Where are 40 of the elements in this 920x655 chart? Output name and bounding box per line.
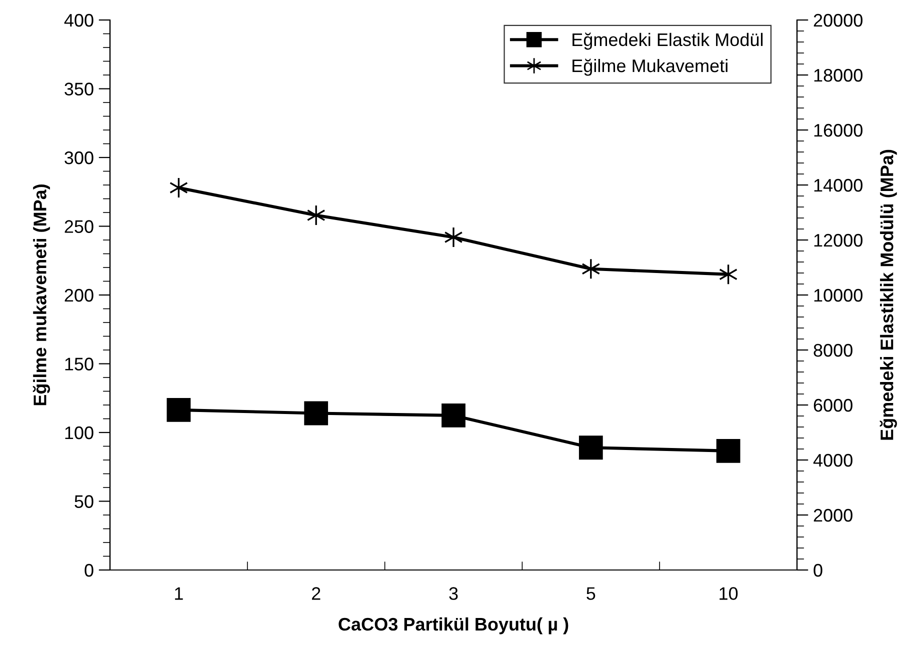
point bbox=[169, 177, 188, 198]
y-tick-label: 0 bbox=[84, 564, 94, 577]
y-tick-label: 350 bbox=[64, 82, 94, 96]
point bbox=[304, 401, 328, 426]
x-tick-label: 2 bbox=[312, 587, 320, 600]
legend-label: Eğmedeki Elastik Modül bbox=[572, 32, 763, 50]
y-tick-label: 200 bbox=[64, 288, 94, 302]
y2-tick-label: 12000 bbox=[814, 234, 862, 247]
y-tick-label: 50 bbox=[74, 495, 94, 508]
y2-tick-label: 6000 bbox=[814, 398, 852, 412]
x-tick-label: 10 bbox=[720, 587, 738, 600]
point bbox=[716, 438, 740, 463]
legend-label: Eğilme Mukavemeti bbox=[572, 58, 728, 76]
x-tick-label: 1 bbox=[175, 587, 183, 600]
y2-tick-label: 14000 bbox=[814, 178, 862, 192]
y-tick-label: 100 bbox=[65, 426, 94, 440]
x-tick-label: 3 bbox=[449, 587, 458, 600]
y2-tick-label: 8000 bbox=[814, 344, 852, 357]
y-tick-label: 150 bbox=[65, 358, 94, 370]
x-tick-label: 5 bbox=[586, 587, 596, 600]
y2-axis-title: Eğmedeki Elastiklik Modülü (MPa) bbox=[880, 150, 897, 440]
y2-tick-label: 18000 bbox=[814, 68, 862, 82]
point bbox=[582, 258, 600, 280]
y2-tick-label: 0 bbox=[814, 564, 822, 577]
y-tick-label: 300 bbox=[64, 151, 94, 164]
y-tick-label: 400 bbox=[64, 14, 94, 27]
y2-tick-label: 2000 bbox=[814, 508, 852, 522]
point bbox=[306, 204, 326, 226]
y-tick-label: 250 bbox=[64, 220, 94, 233]
y-axis-title: Eğilme mukavemeti (MPa) bbox=[32, 184, 50, 406]
point bbox=[166, 398, 191, 422]
y2-tick-label: 16000 bbox=[814, 124, 862, 137]
y2-tick-label: 4000 bbox=[813, 454, 852, 467]
point bbox=[444, 226, 463, 248]
point bbox=[578, 436, 603, 460]
y2-tick-label: 10000 bbox=[814, 288, 862, 302]
point bbox=[442, 404, 466, 428]
x-axis-title: CaCO3 Partikül Boyutu( µ ) bbox=[338, 617, 568, 634]
y2-tick-label: 20000 bbox=[814, 14, 862, 27]
point bbox=[719, 264, 738, 285]
